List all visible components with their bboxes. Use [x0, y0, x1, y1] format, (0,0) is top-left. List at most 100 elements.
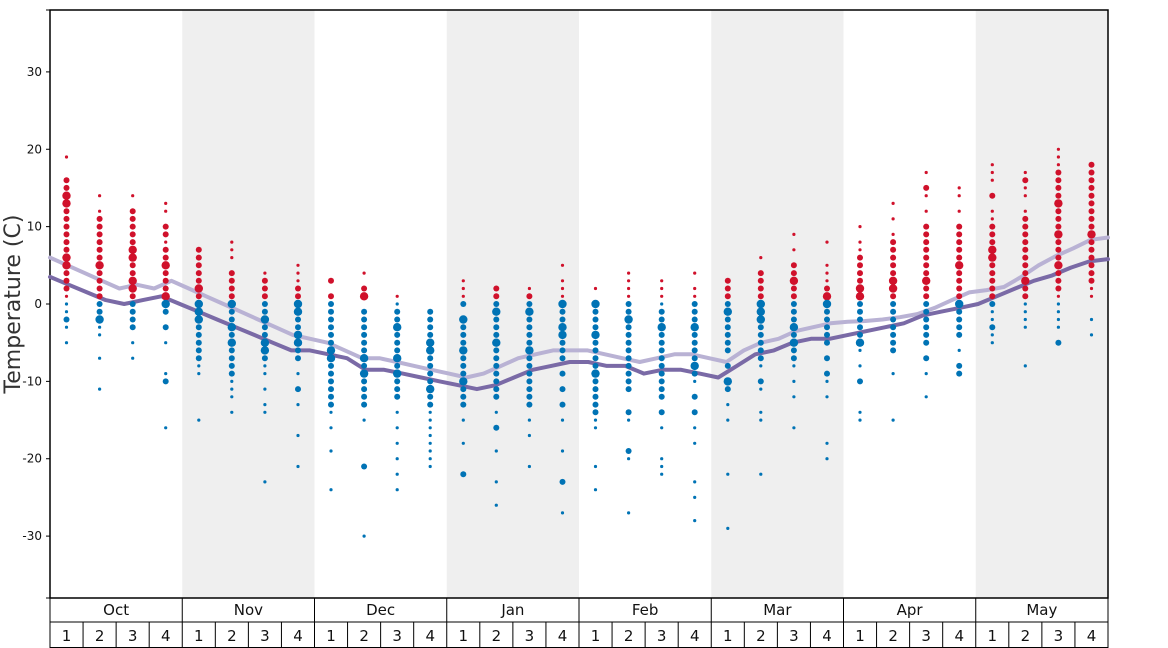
cold-point: [658, 316, 665, 323]
week-label: 3: [921, 627, 931, 645]
cold-point: [957, 348, 961, 352]
warm-point: [63, 277, 70, 284]
cold-point: [923, 308, 930, 315]
week-label: 3: [1054, 627, 1064, 645]
cold-point: [625, 409, 632, 416]
cold-point: [227, 338, 236, 347]
warm-point: [560, 263, 565, 267]
cold-point: [592, 339, 599, 346]
warm-point: [195, 277, 202, 284]
warm-point: [296, 279, 300, 283]
cold-point: [295, 316, 301, 323]
warm-point: [261, 293, 268, 300]
warm-point: [924, 170, 928, 175]
month-shade-mar: [711, 10, 844, 598]
cold-point: [260, 346, 270, 355]
cold-point: [824, 331, 830, 338]
cold-point: [296, 433, 300, 438]
warm-point: [923, 239, 930, 246]
cold-point: [129, 301, 136, 307]
warm-point: [923, 231, 930, 238]
warm-point: [129, 231, 136, 238]
cold-point: [955, 299, 964, 309]
warm-point: [627, 279, 631, 283]
warm-point: [96, 246, 103, 253]
cold-point: [658, 370, 665, 377]
cold-point: [825, 441, 829, 445]
cold-point: [361, 347, 368, 354]
warm-point: [129, 293, 136, 300]
cold-point: [393, 323, 402, 332]
cold-point: [263, 410, 267, 414]
week-label: 3: [657, 627, 667, 645]
cold-point: [857, 308, 863, 315]
cold-point: [263, 387, 267, 391]
cold-point: [526, 331, 533, 338]
warm-point: [162, 254, 169, 261]
warm-point: [63, 270, 70, 277]
cold-point: [427, 401, 434, 408]
cold-point: [394, 339, 401, 346]
cold-point: [658, 362, 665, 369]
cold-point: [890, 339, 897, 346]
cold-point: [359, 369, 369, 378]
warm-point: [295, 285, 301, 292]
warm-point: [128, 284, 137, 293]
warm-point: [989, 270, 996, 277]
cold-point: [857, 316, 863, 323]
warm-point: [96, 254, 103, 261]
warm-point: [858, 240, 862, 244]
cold-point: [593, 464, 598, 469]
cold-point: [757, 378, 764, 385]
cold-point: [260, 338, 270, 347]
warm-point: [194, 284, 203, 293]
cold-point: [460, 393, 467, 400]
cold-point: [162, 324, 169, 331]
cold-point: [162, 378, 169, 385]
cold-point: [756, 299, 765, 309]
warm-point: [923, 270, 930, 277]
cold-point: [790, 355, 797, 362]
warm-point: [96, 215, 103, 222]
cold-point: [260, 315, 270, 324]
cold-point: [724, 324, 731, 331]
warm-point: [956, 231, 963, 238]
cold-point: [329, 410, 333, 414]
warm-point: [757, 277, 764, 284]
cold-point: [427, 378, 434, 385]
cold-point: [228, 308, 235, 315]
cold-point: [95, 315, 104, 324]
warm-point: [295, 293, 301, 300]
cold-point: [1056, 302, 1060, 306]
warm-point: [693, 294, 697, 298]
cold-point: [990, 310, 994, 314]
warm-point: [660, 286, 664, 291]
warm-point: [825, 263, 829, 267]
cold-point: [724, 301, 731, 307]
cold-point: [460, 331, 467, 338]
warm-point: [757, 293, 764, 300]
warm-point: [296, 271, 300, 275]
warm-point: [527, 286, 532, 291]
cold-point: [724, 347, 731, 354]
cold-point: [428, 426, 432, 430]
cold-point: [560, 418, 565, 422]
cold-point: [824, 339, 830, 346]
cold-point: [593, 418, 598, 422]
warm-point: [63, 285, 70, 292]
warm-point: [164, 209, 168, 213]
warm-point: [164, 240, 168, 244]
warm-point: [957, 186, 961, 190]
warm-point: [1022, 254, 1029, 261]
cold-point: [428, 457, 432, 461]
cold-point: [526, 355, 533, 362]
cold-point: [394, 308, 401, 315]
cold-point: [660, 302, 664, 306]
cold-point: [693, 426, 697, 430]
cold-point: [592, 355, 599, 362]
cold-point: [890, 347, 897, 354]
cold-point: [526, 316, 533, 323]
warm-point: [989, 192, 996, 199]
warm-point: [62, 253, 71, 262]
cold-point: [328, 331, 334, 338]
